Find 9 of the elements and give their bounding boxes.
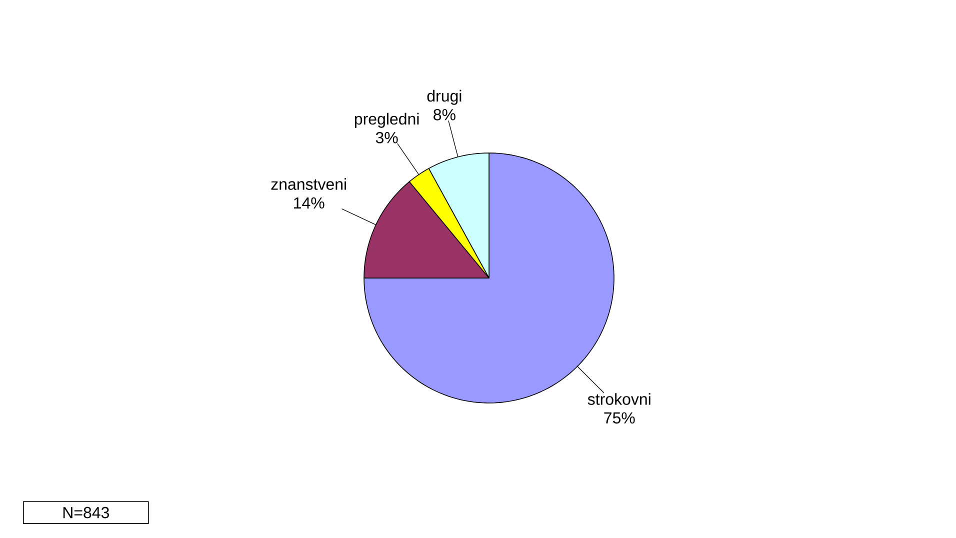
- data-label: 8%: [434, 109, 456, 120]
- data-label: 3%: [376, 132, 398, 144]
- slice-label: znanstveni: [271, 178, 346, 190]
- text: N=843: [63, 506, 109, 518]
- slice-label: pregledni: [354, 112, 419, 128]
- slice-label: strokovni: [588, 393, 650, 405]
- data-label: 75%: [604, 412, 635, 424]
- data-label: 14%: [294, 197, 324, 209]
- slice-label: drugi: [427, 90, 462, 105]
